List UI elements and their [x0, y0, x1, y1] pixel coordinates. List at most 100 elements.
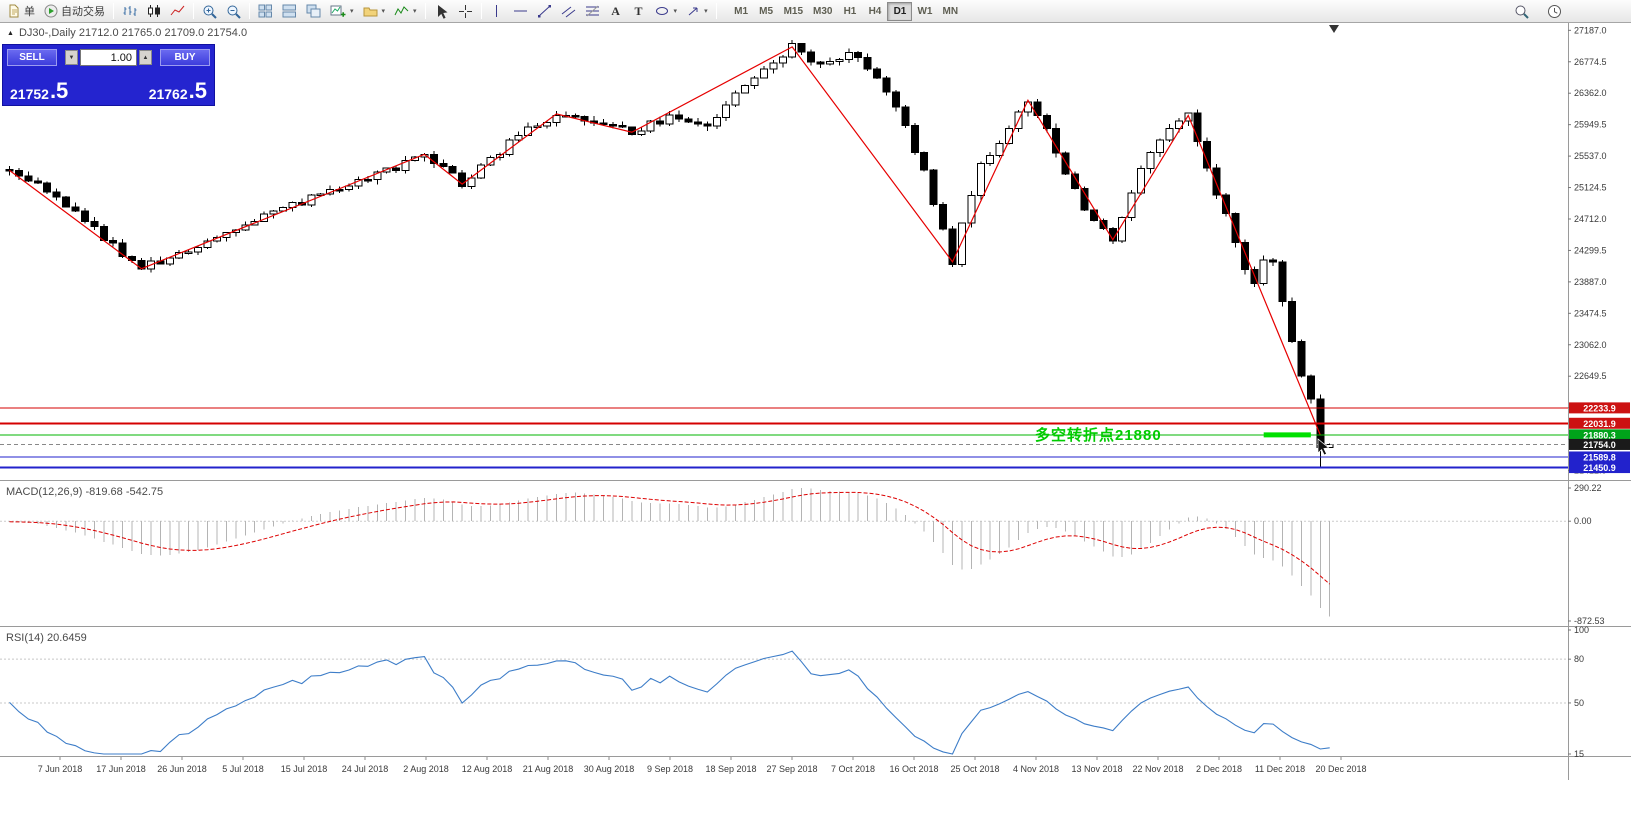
autotrading-icon: [44, 4, 58, 18]
dropdown-caret-icon: ▾: [350, 7, 354, 15]
svg-text:-872.53: -872.53: [1574, 616, 1605, 626]
crosshair-tool-button[interactable]: [454, 1, 477, 21]
svg-text:7 Oct 2018: 7 Oct 2018: [831, 764, 875, 774]
dropdown-caret-icon: ▾: [381, 7, 386, 15]
vertical-line-tool-button[interactable]: [486, 1, 508, 21]
svg-text:26774.5: 26774.5: [1574, 57, 1607, 67]
svg-text:5 Jul 2018: 5 Jul 2018: [222, 764, 264, 774]
candlestick-chart-button[interactable]: [142, 1, 165, 21]
profiles-icon: [363, 7, 378, 17]
search-symbol-button[interactable]: [1510, 1, 1533, 21]
tile-horizontal-button[interactable]: [278, 1, 301, 21]
svg-text:25949.5: 25949.5: [1574, 120, 1607, 130]
timeframe-button-h1[interactable]: H1: [837, 2, 862, 21]
clock-icon: [1548, 4, 1561, 18]
buy-price-big-digit: .5: [188, 78, 207, 104]
timeframe-button-h4[interactable]: H4: [862, 2, 887, 21]
timeframe-toolbar: M1 M5 M15 M30 H1 H4 D1 W1 MN: [729, 1, 963, 21]
svg-text:22 Nov 2018: 22 Nov 2018: [1132, 764, 1183, 774]
rsi-line: [9, 650, 1330, 755]
toolbar-separator: [424, 3, 426, 19]
macd-indicator-label: MACD(12,26,9) -819.68 -542.75: [6, 486, 164, 498]
mouse-cursor-icon: [1317, 438, 1330, 456]
svg-text:21 Aug 2018: 21 Aug 2018: [523, 764, 574, 774]
indicators-button[interactable]: ▾: [390, 1, 421, 21]
timeframe-button-w1[interactable]: W1: [912, 2, 937, 21]
svg-text:18 Sep 2018: 18 Sep 2018: [705, 764, 756, 774]
fibonacci-tool-button[interactable]: [581, 1, 604, 21]
profiles-button[interactable]: ▾: [359, 1, 390, 21]
cascade-windows-button[interactable]: [302, 1, 325, 21]
zoom-out-button[interactable]: [222, 1, 245, 21]
svg-text:12 Aug 2018: 12 Aug 2018: [462, 764, 513, 774]
toolbar-separator: [715, 3, 717, 19]
timeframe-button-mn[interactable]: MN: [937, 2, 963, 21]
dropdown-caret-icon: ▾: [413, 7, 417, 15]
svg-text:30 Aug 2018: 30 Aug 2018: [584, 764, 635, 774]
svg-text:7 Jun 2018: 7 Jun 2018: [38, 764, 83, 774]
svg-text:22649.5: 22649.5: [1574, 371, 1607, 381]
sell-price[interactable]: 21752.5: [10, 80, 68, 102]
svg-text:11 Dec 2018: 11 Dec 2018: [1255, 764, 1305, 774]
volume-input[interactable]: [80, 49, 137, 66]
svg-text:22233.9: 22233.9: [1583, 403, 1616, 413]
line-chart-button[interactable]: [166, 1, 189, 21]
bar-chart-button[interactable]: [118, 1, 141, 21]
svg-text:80: 80: [1574, 654, 1584, 664]
zigzag-line[interactable]: [9, 46, 1321, 436]
symbol-ohlc-text: DJ30-,Daily 21712.0 21765.0 21709.0 2175…: [18, 27, 248, 39]
fibonacci-icon: [585, 5, 599, 17]
channel-icon: [561, 6, 575, 18]
toolbar-separator: [193, 3, 194, 19]
shapes-tool-button[interactable]: ▾: [651, 1, 682, 21]
volume-decrease-button[interactable]: ▼: [65, 50, 78, 65]
text-tool-button[interactable]: A: [605, 1, 627, 21]
autotrading-label: 自动交易: [61, 6, 105, 18]
new-order-button[interactable]: 单: [3, 1, 39, 21]
new-chart-button[interactable]: ▾: [326, 1, 358, 21]
timeframe-button-m15[interactable]: M15: [779, 2, 808, 21]
timeframe-button-m1[interactable]: M1: [729, 2, 754, 21]
chart-shift-marker[interactable]: [1329, 25, 1339, 33]
svg-text:20 Dec 2018: 20 Dec 2018: [1315, 764, 1366, 774]
horizontal-line-tool-button[interactable]: [509, 1, 532, 21]
svg-text:21880.3: 21880.3: [1583, 430, 1616, 440]
autotrading-button[interactable]: 自动交易: [40, 1, 109, 21]
buy-price[interactable]: 21762.5: [149, 78, 207, 104]
svg-text:24299.5: 24299.5: [1574, 245, 1607, 255]
svg-text:26 Jun 2018: 26 Jun 2018: [157, 764, 207, 774]
label-tool-button[interactable]: T: [628, 1, 650, 21]
svg-text:2 Dec 2018: 2 Dec 2018: [1196, 764, 1242, 774]
trendline-icon: [537, 5, 551, 18]
svg-text:22031.9: 22031.9: [1583, 419, 1616, 429]
cursor-tool-button[interactable]: [430, 1, 453, 21]
toolbar-right-group: [1510, 1, 1566, 21]
bar-chart-icon: [123, 6, 137, 16]
svg-text:50: 50: [1574, 698, 1584, 708]
sell-button[interactable]: SELL: [7, 49, 57, 66]
trendline-tool-button[interactable]: [533, 1, 556, 21]
svg-text:27187.0: 27187.0: [1574, 25, 1607, 35]
clock-button[interactable]: [1543, 1, 1566, 21]
time-axis: 7 Jun 2018 17 Jun 2018 26 Jun 2018 5 Jul 20…: [38, 757, 1367, 774]
timeframe-button-m30[interactable]: M30: [808, 2, 837, 21]
svg-text:21450.9: 21450.9: [1583, 463, 1616, 473]
horizontal-line-icon: [513, 10, 527, 12]
svg-text:25 Oct 2018: 25 Oct 2018: [950, 764, 999, 774]
zoom-in-button[interactable]: [198, 1, 221, 21]
timeframe-button-m5[interactable]: M5: [754, 2, 779, 21]
svg-text:2 Aug 2018: 2 Aug 2018: [403, 764, 449, 774]
volume-increase-button[interactable]: ▲: [139, 50, 152, 65]
buy-button[interactable]: BUY: [160, 49, 210, 66]
tile-windows-button[interactable]: [254, 1, 277, 21]
arrows-tool-button[interactable]: ▾: [682, 1, 712, 21]
channel-tool-button[interactable]: [557, 1, 580, 21]
toolbar-separator: [480, 3, 482, 19]
svg-text:27 Sep 2018: 27 Sep 2018: [766, 764, 817, 774]
timeframe-button-d1[interactable]: D1: [887, 1, 913, 21]
indicators-icon: [394, 6, 409, 16]
pivot-annotation-text[interactable]: 多空转折点21880: [1035, 427, 1162, 444]
macd-signal-line: [9, 491, 1331, 585]
